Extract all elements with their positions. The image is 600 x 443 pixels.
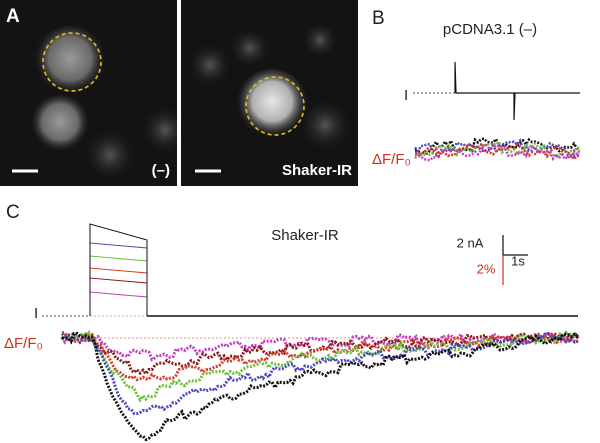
trace-title: Shaker-IR — [271, 227, 339, 244]
fluorescence-trace — [61, 331, 579, 442]
scale-bar — [502, 235, 528, 285]
fluorescence-label: ΔF/F₀ — [372, 151, 411, 168]
fluorescence-label: ΔF/F₀ — [4, 335, 43, 352]
image-tag: Shaker-IR — [282, 162, 352, 179]
current-step — [89, 291, 148, 316]
fluorescence-trace — [414, 142, 581, 162]
scale-label: 2% — [477, 261, 496, 276]
current-step — [89, 255, 148, 316]
image-right — [181, 0, 358, 186]
panel-label: A — [6, 6, 20, 27]
panel-label: C — [6, 202, 20, 223]
fluorescence-trace — [414, 137, 581, 158]
trace-title: pCDNA3.1 (–) — [443, 21, 537, 38]
current-step — [89, 277, 148, 316]
current-label: I — [34, 305, 38, 322]
current-step — [89, 267, 148, 316]
current-step — [89, 223, 148, 316]
current-step — [89, 242, 148, 316]
current-trace — [42, 223, 578, 317]
scale-label: 2 nA — [457, 235, 484, 250]
panel-label: B — [372, 8, 385, 29]
current-label: I — [404, 87, 408, 104]
fluorescence-trace — [413, 139, 581, 160]
fluorescence-trace — [61, 331, 579, 382]
current-trace — [413, 61, 580, 121]
fluorescence-traces — [60, 329, 580, 442]
fluorescence-traces — [413, 136, 581, 162]
image-tag: (–) — [152, 162, 170, 179]
fluorescence-trace — [414, 142, 581, 162]
image-left — [0, 0, 189, 186]
scale-label: 1s — [511, 253, 525, 268]
